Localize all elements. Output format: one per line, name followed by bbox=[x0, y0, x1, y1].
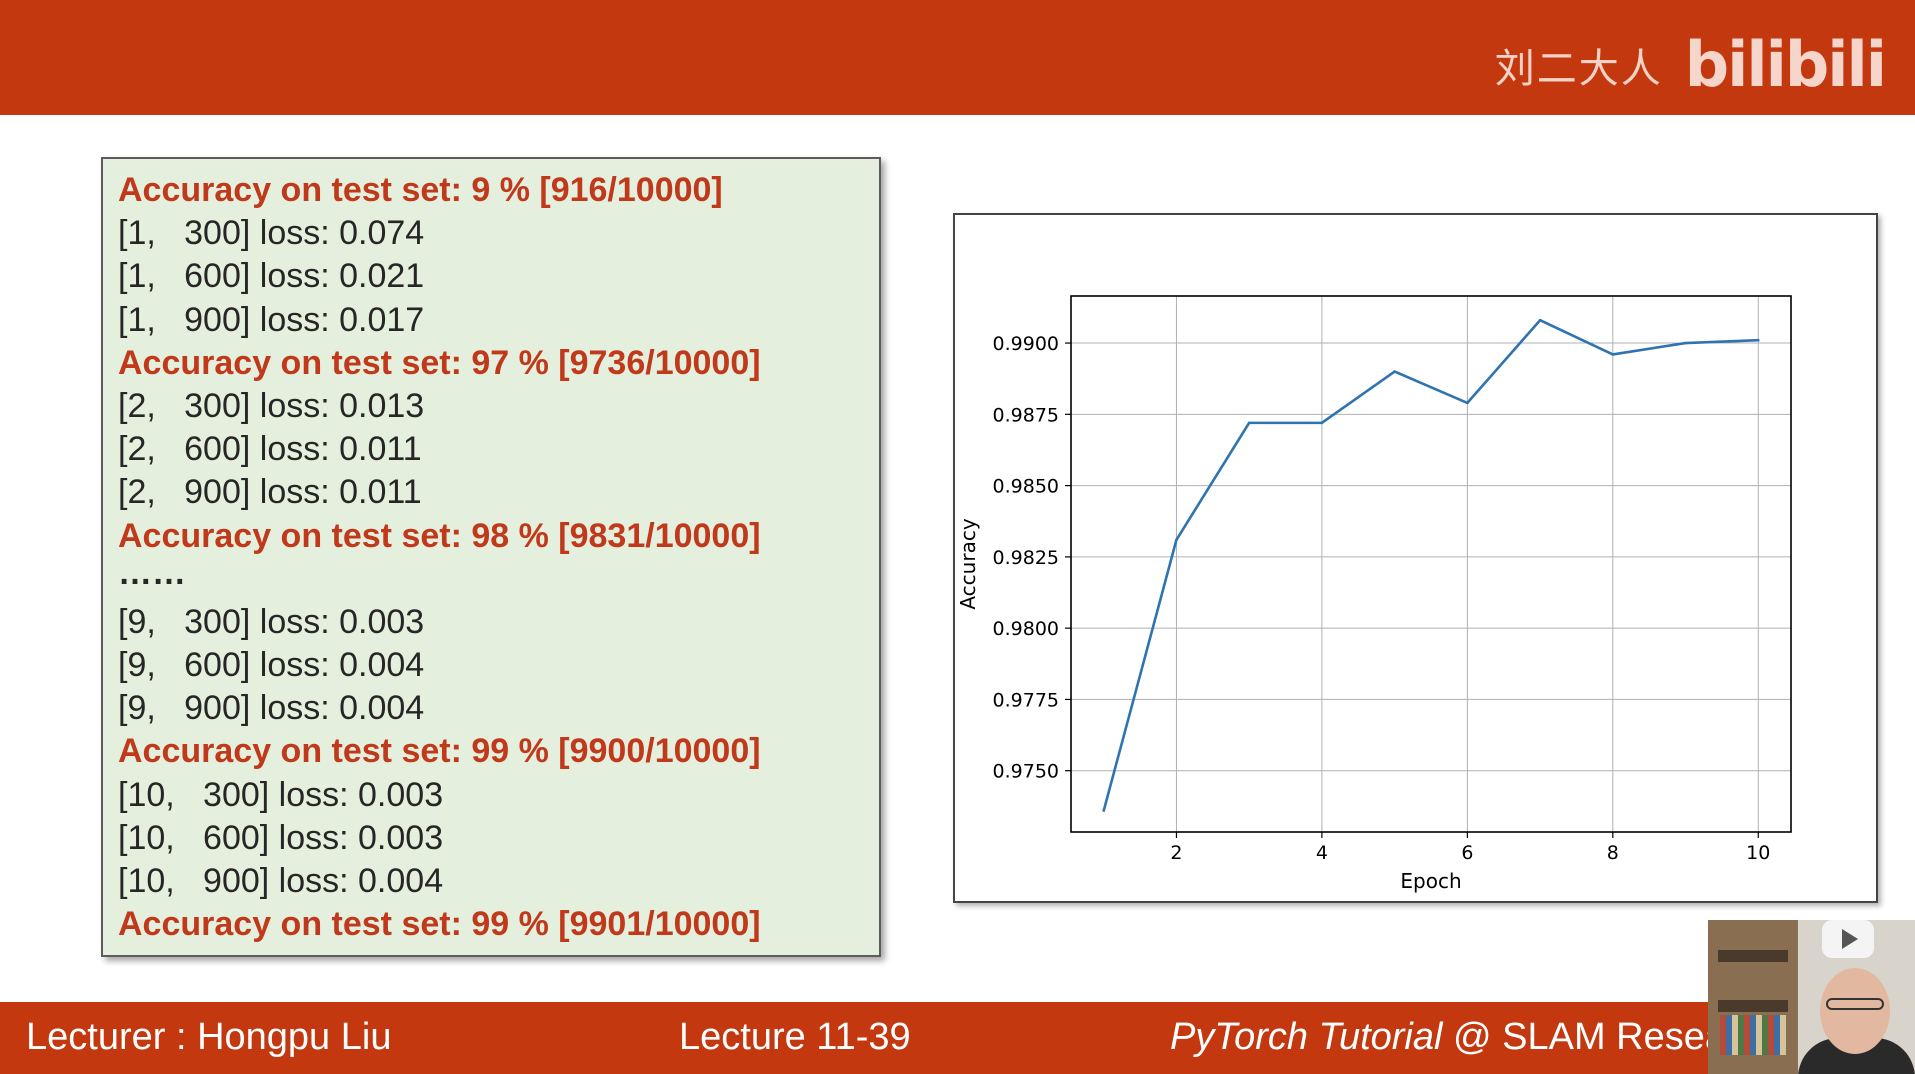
accuracy-line: Accuracy on test set: 9 % [916/10000] bbox=[118, 171, 723, 209]
accuracy-series-line bbox=[1102, 318, 1759, 811]
play-icon[interactable] bbox=[1822, 920, 1874, 958]
accuracy-line: Accuracy on test set: 97 % [9736/10000] bbox=[118, 343, 761, 382]
loss-line: [9, 900] loss: 0.004 bbox=[118, 689, 425, 728]
data-point bbox=[1320, 421, 1324, 425]
plot-frame bbox=[1070, 295, 1792, 833]
data-point bbox=[1247, 421, 1251, 425]
y-tick-label: 0.9775 bbox=[993, 689, 1059, 711]
y-tick-label: 0.9750 bbox=[993, 761, 1059, 783]
lecturer-label: Lecturer : Hongpu Liu bbox=[26, 1016, 392, 1058]
training-log-panel: Accuracy on test set: 9 % [916/10000] [1,… bbox=[101, 157, 881, 957]
x-tick-label: 8 bbox=[1607, 842, 1619, 864]
data-point bbox=[1611, 353, 1615, 356]
data-point bbox=[1684, 341, 1687, 345]
course-title-rest: @ SLAM Resea bbox=[1442, 1016, 1727, 1058]
loss-line: [2, 300] loss: 0.013 bbox=[118, 386, 425, 425]
y-tick-label: 0.9800 bbox=[993, 618, 1059, 640]
accuracy-line: Accuracy on test set: 99 % [9900/10000] bbox=[118, 732, 761, 771]
course-title-italic: PyTorch Tutorial bbox=[1170, 1016, 1443, 1058]
accuracy-line: Accuracy on test set: 99 % [9901/10000] bbox=[118, 905, 761, 944]
x-tick-label: 10 bbox=[1746, 842, 1770, 864]
loss-line: [10, 300] loss: 0.003 bbox=[118, 775, 444, 814]
loss-line: [9, 300] loss: 0.003 bbox=[118, 602, 425, 641]
loss-line: [1, 300] loss: 0.074 bbox=[118, 214, 425, 253]
data-point bbox=[1175, 538, 1178, 542]
y-tick-label: 0.9875 bbox=[993, 404, 1059, 426]
loss-line: [9, 600] loss: 0.004 bbox=[118, 646, 425, 685]
data-point bbox=[1393, 370, 1396, 373]
y-tick-label: 0.9850 bbox=[993, 476, 1059, 498]
loss-line: [1, 600] loss: 0.021 bbox=[118, 257, 425, 296]
accuracy-chart-svg: 2 4 6 8 10 0.9750 0.9775 0.9800 0.9825 0.9850 0.98… bbox=[956, 295, 1792, 893]
x-tick-label: 6 bbox=[1461, 842, 1473, 864]
channel-name: 刘二大人 bbox=[1494, 45, 1663, 92]
data-point bbox=[1466, 401, 1469, 405]
accuracy-line: Accuracy on test set: 98 % [9831/10000] bbox=[118, 516, 761, 555]
brand-watermark: 刘二大人 bilibili bbox=[1494, 28, 1887, 101]
course-title: PyTorch Tutorial @ SLAM Resea bbox=[1170, 1016, 1726, 1059]
x-tick-label: 2 bbox=[1170, 842, 1182, 864]
x-axis-label: Epoch bbox=[1400, 869, 1461, 893]
x-tick-label: 4 bbox=[1316, 842, 1328, 864]
y-axis-label: Accuracy bbox=[956, 518, 980, 609]
lecturer-webcam bbox=[1708, 920, 1915, 1074]
loss-line: [10, 900] loss: 0.004 bbox=[118, 862, 444, 900]
loss-line: [2, 600] loss: 0.011 bbox=[118, 430, 422, 469]
data-point bbox=[1756, 338, 1760, 342]
accuracy-chart: 2 4 6 8 10 0.9750 0.9775 0.9800 0.9825 0.9850 0.98… bbox=[953, 213, 1878, 903]
footer-bar: Lecturer : Hongpu Liu Lecture 11-39 PyTo… bbox=[0, 1002, 1915, 1074]
header-bar: 刘二大人 bilibili bbox=[0, 0, 1915, 115]
loss-line: [1, 900] loss: 0.017 bbox=[118, 300, 425, 339]
data-point bbox=[1102, 809, 1106, 812]
loss-line: [2, 900] loss: 0.011 bbox=[118, 473, 422, 512]
bilibili-logo: bilibili bbox=[1684, 28, 1887, 101]
loss-line: [10, 600] loss: 0.003 bbox=[118, 818, 444, 857]
y-tick-label: 0.9900 bbox=[993, 333, 1059, 355]
lecture-number: Lecture 11-39 bbox=[679, 1016, 911, 1058]
data-point bbox=[1538, 318, 1542, 322]
ellipsis-line: …… bbox=[118, 553, 186, 592]
y-tick-label: 0.9825 bbox=[993, 547, 1059, 569]
